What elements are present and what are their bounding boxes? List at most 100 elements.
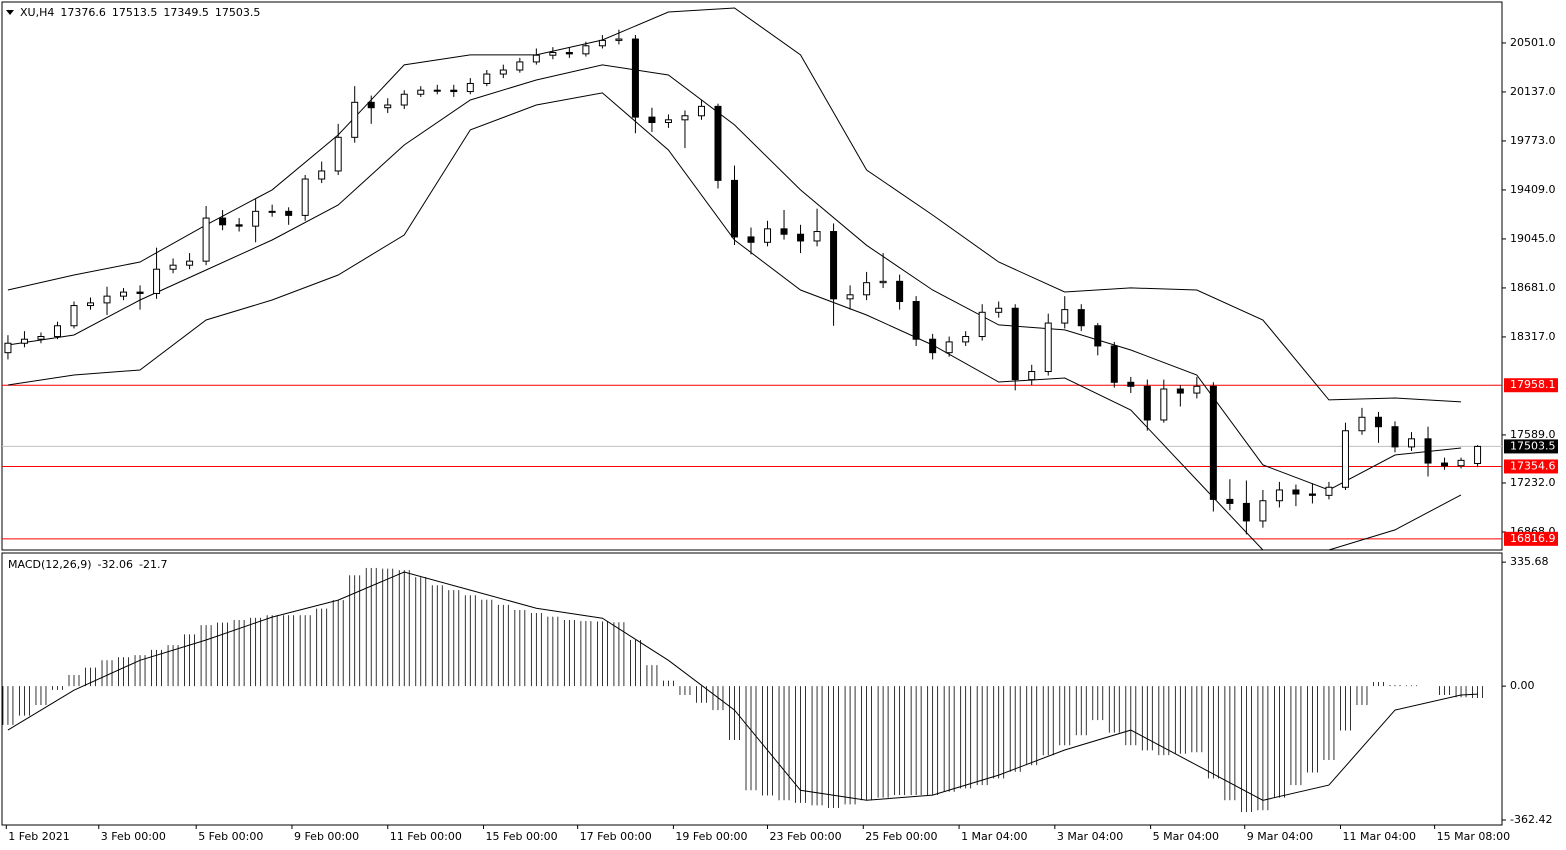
band-upper <box>7 7 1462 403</box>
candle-body <box>516 61 524 71</box>
candle-body <box>367 101 375 109</box>
x-tick-label: 9 Mar 04:00 <box>1247 830 1313 843</box>
candle-body <box>37 336 45 340</box>
ohlc-value: 17376.6 <box>60 6 106 19</box>
candle-body <box>1341 430 1349 488</box>
candle-body <box>466 82 474 93</box>
candle-body <box>433 89 441 92</box>
chart-title: XU,H4 17376.6 17513.5 17349.5 17503.5 <box>20 6 260 19</box>
candle-body <box>1011 307 1019 381</box>
candle-body <box>20 338 28 344</box>
y-tick-label: 19045.0 <box>1510 232 1556 245</box>
candle-body <box>1242 502 1250 522</box>
x-tick-label: 11 Feb 00:00 <box>390 830 462 843</box>
level-label: 17354.6 <box>1510 459 1556 472</box>
ohlc-value: 17513.5 <box>112 6 158 19</box>
candle-body <box>136 291 144 294</box>
candle-body <box>813 231 821 242</box>
x-tick-label: 11 Mar 04:00 <box>1343 830 1416 843</box>
candle-body <box>764 228 772 243</box>
x-tick-label: 1 Feb 2021 <box>8 830 69 843</box>
y-tick-label: 18681.0 <box>1510 281 1556 294</box>
macd-y-tick-label: 0.00 <box>1510 679 1535 692</box>
candle-body <box>87 302 95 307</box>
candle-body <box>153 268 161 294</box>
candle-body <box>169 264 177 270</box>
candle-body <box>631 38 639 118</box>
level-label: 17958.1 <box>1510 378 1556 391</box>
level-label-box <box>1504 378 1558 393</box>
candle-body <box>1358 416 1366 432</box>
candle-body <box>532 54 540 63</box>
x-tick-label: 5 Mar 04:00 <box>1153 830 1219 843</box>
x-tick-label: 25 Feb 00:00 <box>865 830 937 843</box>
candle-body <box>1474 445 1482 465</box>
candle-body <box>70 305 78 327</box>
level-label-box <box>1504 459 1558 474</box>
band-middle <box>7 64 1462 491</box>
candle-body <box>1391 426 1399 448</box>
macd-y-tick-label: 335.68 <box>1510 555 1549 568</box>
x-tick-label: 5 Feb 00:00 <box>198 830 263 843</box>
candle-body <box>1127 381 1135 387</box>
candle-body <box>252 210 260 227</box>
candle-body <box>499 69 507 75</box>
candle-body <box>879 280 887 284</box>
candle-body <box>103 295 111 304</box>
candle-body <box>1374 416 1382 428</box>
candle-body <box>830 231 838 300</box>
menu-arrow[interactable] <box>6 10 14 15</box>
candle-body <box>450 89 458 93</box>
candle-body <box>962 336 970 343</box>
y-tick-label: 18317.0 <box>1510 330 1556 343</box>
candle-body <box>1143 385 1151 421</box>
x-tick-label: 9 Feb 00:00 <box>294 830 359 843</box>
candle-body <box>235 224 243 227</box>
y-tick-label: 19773.0 <box>1510 134 1556 147</box>
candle-body <box>120 291 128 297</box>
candle-body <box>483 73 491 84</box>
y-tick-label: 17232.0 <box>1510 476 1556 489</box>
candle-body <box>1408 438 1416 448</box>
current-price-label: 17503.5 <box>1510 439 1556 452</box>
macd-value: -32.06 <box>98 558 133 571</box>
x-tick-label: 19 Feb 00:00 <box>675 830 747 843</box>
candle-body <box>1193 385 1201 394</box>
candle-body <box>697 105 705 117</box>
candle-body <box>1226 498 1234 504</box>
y-tick-label: 20501.0 <box>1510 36 1556 49</box>
candle-body <box>615 38 623 41</box>
candle-body <box>4 342 12 354</box>
macd-panel <box>1 552 1503 826</box>
candle-body <box>863 282 871 296</box>
price-plot <box>2 7 1502 550</box>
x-tick-label: 23 Feb 00:00 <box>770 830 842 843</box>
candle-body <box>582 45 590 55</box>
x-tick-label: 3 Mar 04:00 <box>1057 830 1123 843</box>
candle-body <box>730 179 738 238</box>
candle-body <box>1028 371 1036 381</box>
candle-body <box>929 338 937 354</box>
candle-body <box>301 178 309 216</box>
x-tick-label: 1 Mar 04:00 <box>961 830 1027 843</box>
x-tick-label: 3 Feb 00:00 <box>101 830 166 843</box>
current-price-box <box>1504 439 1558 454</box>
candle-body <box>747 236 755 243</box>
candle-body <box>1259 500 1267 522</box>
candle-body <box>1424 438 1432 464</box>
candle-body <box>1441 462 1449 467</box>
candle-body <box>565 52 573 55</box>
candle-body <box>318 170 326 180</box>
candle-body <box>417 89 425 95</box>
x-tick-label: 15 Feb 00:00 <box>486 830 558 843</box>
macd-y-tick-label: -362.42 <box>1510 813 1552 826</box>
candle-body <box>780 228 788 235</box>
candle-body <box>978 311 986 338</box>
candle-body <box>1325 486 1333 496</box>
candle-body <box>714 105 722 181</box>
macd-name: MACD(12,26,9) <box>8 558 92 571</box>
candle-body <box>664 119 672 124</box>
ohlc-value: 17503.5 <box>215 6 261 19</box>
candle-body <box>1176 388 1184 394</box>
